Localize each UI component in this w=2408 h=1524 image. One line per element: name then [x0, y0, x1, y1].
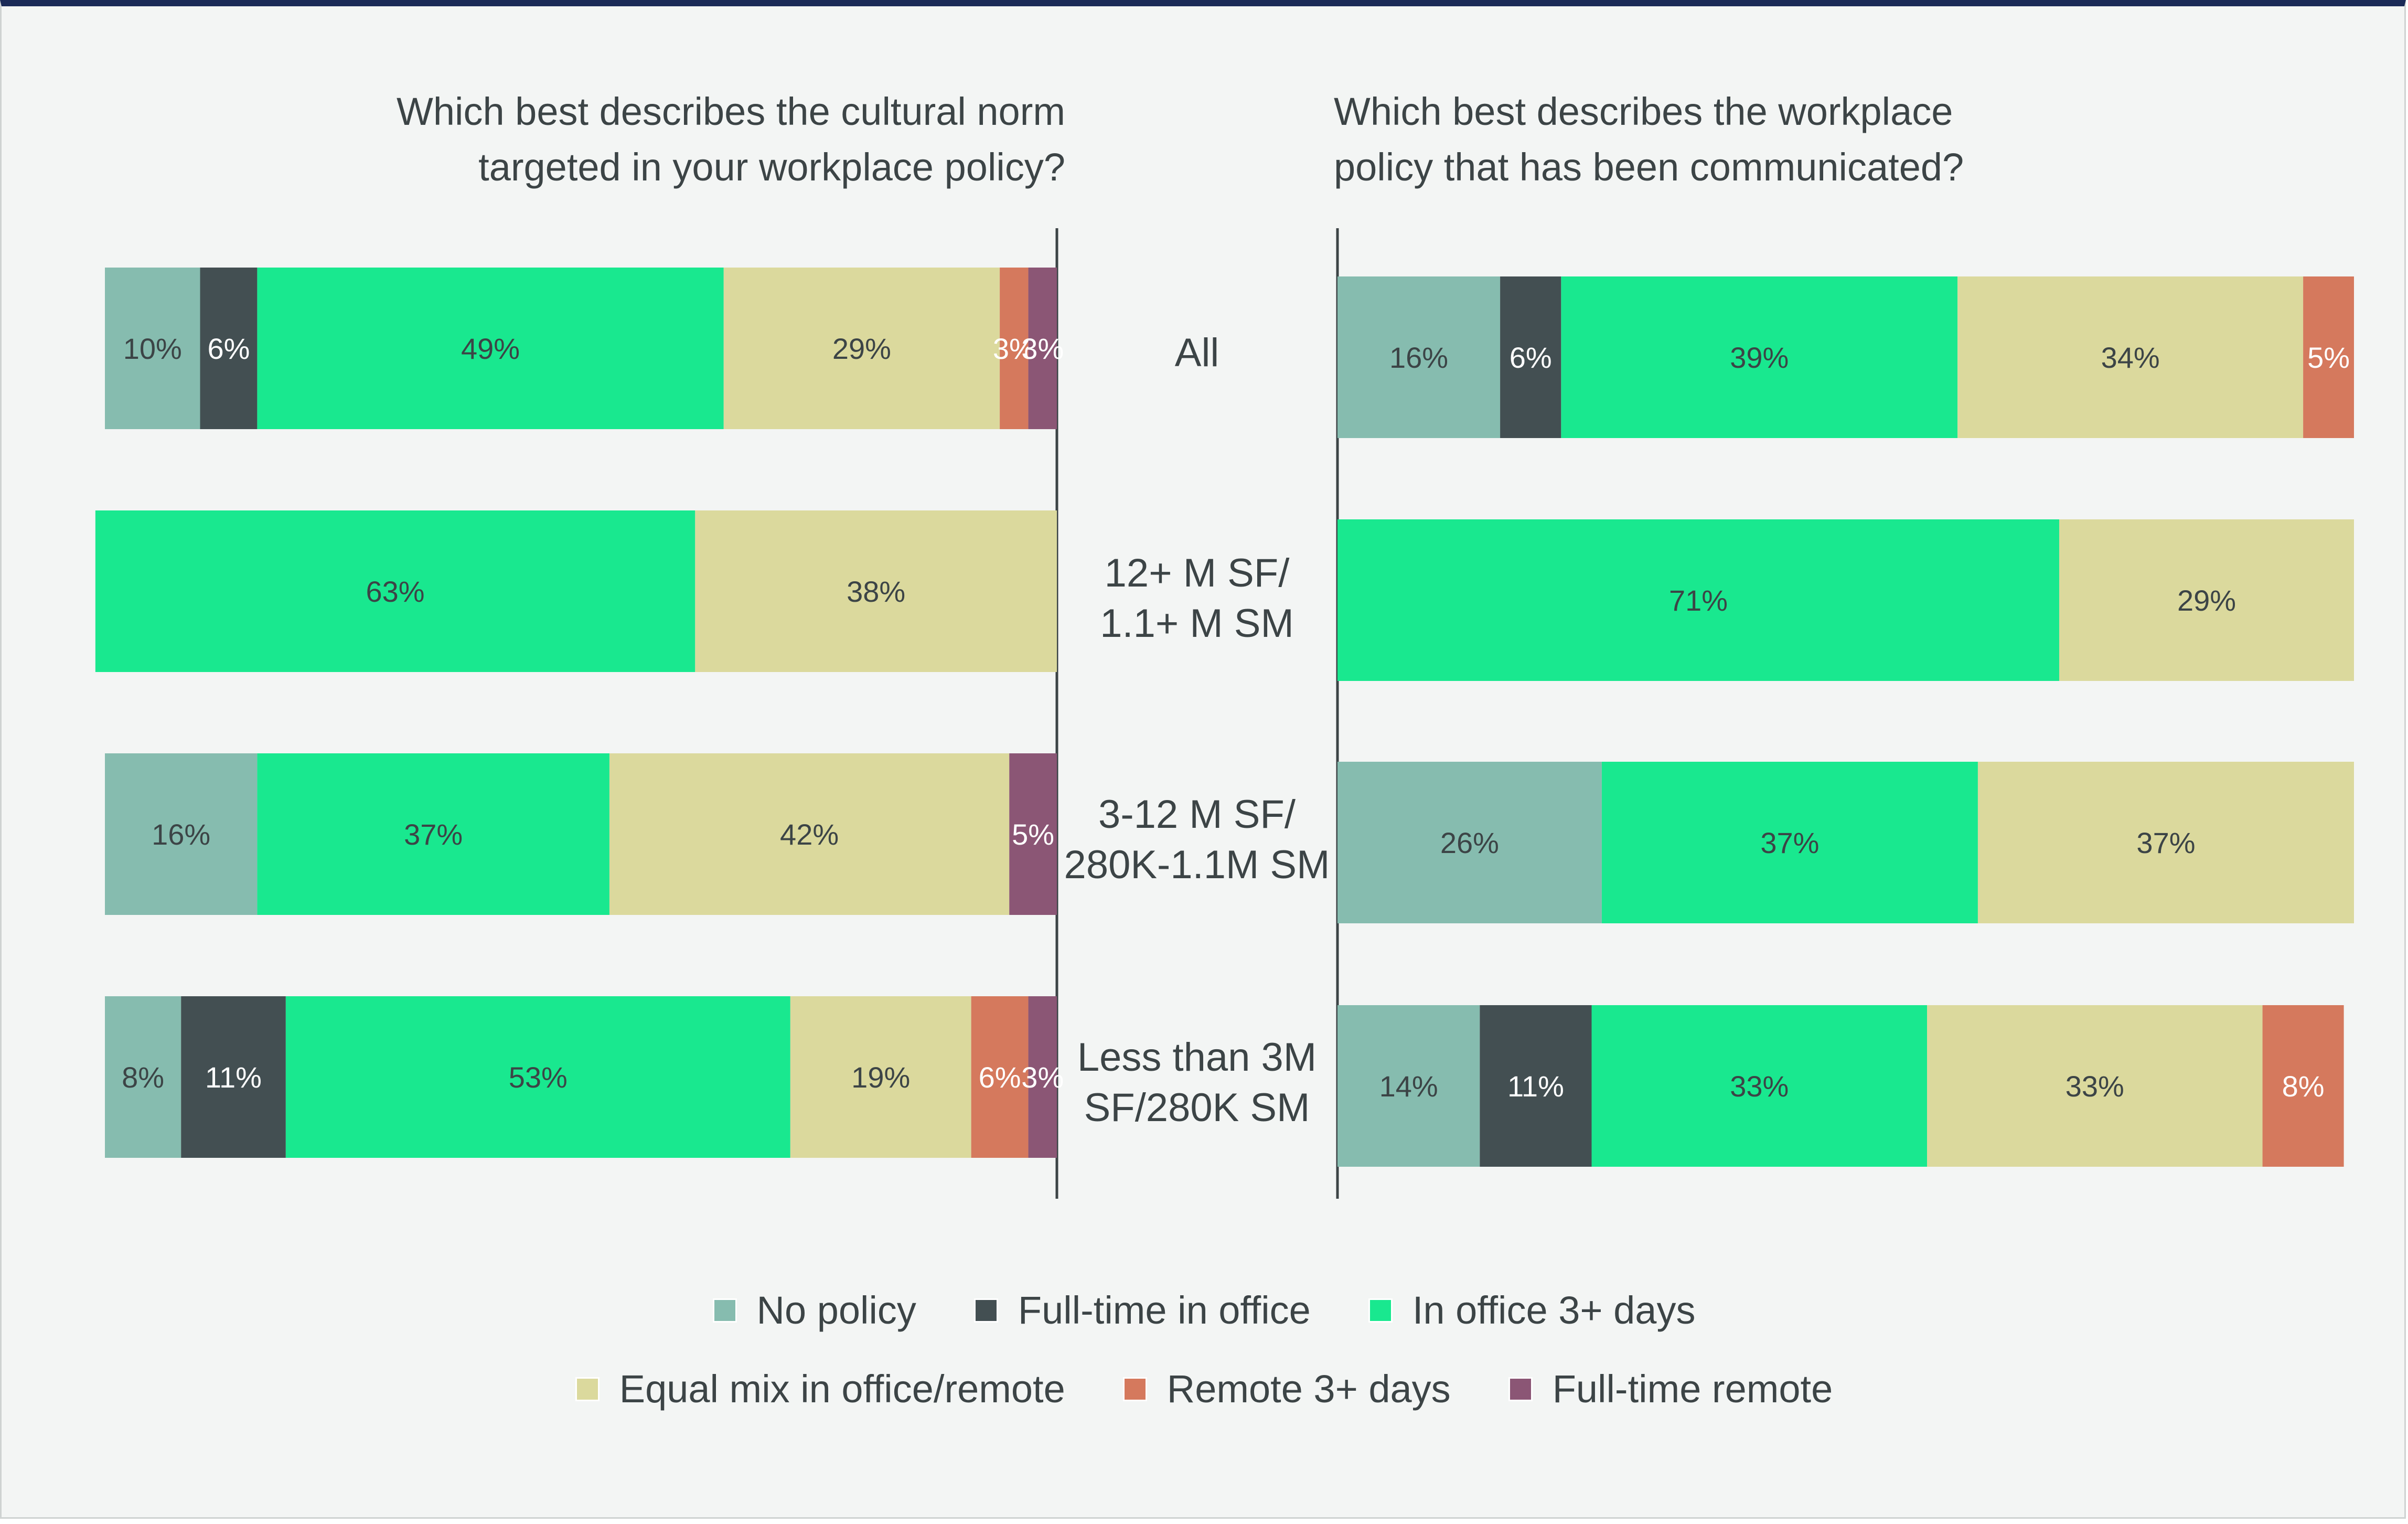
bar-segment-equal-mix-in-office-remote	[2059, 519, 2354, 681]
legend-item-full-time-in-office: Full-time in office	[973, 1288, 1311, 1333]
bar-segment-remote-3-days	[2303, 276, 2354, 438]
bar-segment-full-time-in-office	[181, 996, 286, 1158]
bar-segment-in-office-3-days	[257, 753, 609, 915]
data-label: 16%	[1389, 341, 1448, 374]
data-label: 49%	[461, 332, 520, 365]
bar-segment-remote-3-days	[1000, 268, 1029, 429]
bar-segment-equal-mix-in-office-remote	[1957, 276, 2304, 438]
data-label: 29%	[2177, 584, 2236, 617]
legend-row: Equal mix in office/remote Remote 3+ days…	[0, 1367, 2408, 1411]
data-label: 3%	[1021, 332, 1064, 365]
bar-segment-in-office-3-days	[1601, 762, 1978, 923]
category-label: Less than 3M SF/280K SM	[1077, 1035, 1317, 1130]
legend-item-equal-mix-in-office-remote: Equal mix in office/remote	[575, 1367, 1065, 1411]
bar-segment-equal-mix-in-office-remote	[790, 996, 971, 1158]
bar-segment-full-time-remote	[1009, 753, 1057, 915]
bar-segment-in-office-3-days	[1561, 276, 1958, 438]
legend-label: Equal mix in office/remote	[619, 1367, 1065, 1411]
legend-swatch	[1368, 1298, 1393, 1323]
bar-segment-equal-mix-in-office-remote	[1977, 762, 2354, 923]
data-label: 10%	[123, 332, 182, 365]
legend-swatch	[1122, 1377, 1147, 1401]
data-label: 3%	[1021, 1061, 1064, 1094]
legend-swatch	[973, 1298, 998, 1323]
data-label: 16%	[152, 818, 210, 851]
category-label: 12+ M SF/1.1+ M SM	[1100, 551, 1294, 646]
bar-segment-no-policy	[1337, 762, 1602, 923]
legend-item-full-time-remote: Full-time remote	[1508, 1367, 1833, 1411]
legend-label: Full-time in office	[1018, 1288, 1311, 1332]
bar-segment-in-office-3-days	[1337, 519, 2059, 681]
data-label: 29%	[832, 332, 891, 365]
legend-label: Full-time remote	[1552, 1367, 1833, 1411]
data-label: 42%	[780, 818, 839, 851]
data-label: 3%	[993, 332, 1035, 365]
data-label: 71%	[1669, 584, 1728, 617]
bar-segment-no-policy	[105, 753, 258, 915]
bar-segment-equal-mix-in-office-remote	[609, 753, 1010, 915]
data-label: 34%	[2101, 341, 2160, 374]
data-label: 8%	[122, 1061, 164, 1094]
bar-segment-in-office-3-days	[1591, 1005, 1928, 1167]
legend-item-no-policy: No policy	[712, 1288, 916, 1333]
legend-item-remote-3-days: Remote 3+ days	[1122, 1367, 1451, 1411]
data-label: 6%	[207, 332, 250, 365]
data-label: 6%	[1510, 341, 1552, 374]
bar-segment-full-time-remote	[1028, 268, 1057, 429]
data-label: 11%	[205, 1061, 262, 1094]
bar-segment-remote-3-days	[971, 996, 1029, 1158]
bar-segment-in-office-3-days	[285, 996, 790, 1158]
bar-segment-remote-3-days	[2262, 1005, 2344, 1167]
left-panel-title: Which best describes the cultural norm t…	[397, 90, 1065, 189]
legend-swatch	[712, 1298, 737, 1323]
data-label: 6%	[979, 1061, 1021, 1094]
bar-segment-equal-mix-in-office-remote	[1927, 1005, 2263, 1167]
category-label: All	[1175, 331, 1219, 375]
data-label: 37%	[2136, 826, 2195, 859]
legend-label: Remote 3+ days	[1166, 1367, 1451, 1411]
data-label: 14%	[1379, 1070, 1438, 1103]
bar-segment-in-office-3-days	[95, 510, 695, 672]
bar-segment-no-policy	[105, 268, 200, 429]
bar-segment-full-time-remote	[1028, 996, 1057, 1158]
data-label: 38%	[847, 575, 905, 608]
bar-segment-equal-mix-in-office-remote	[695, 510, 1057, 672]
legend-row: No policy Full-time in office In office 3+…	[0, 1288, 2408, 1333]
right-panel-title: Which best describes the workplace polic…	[1334, 90, 1964, 189]
data-label: 53%	[509, 1061, 568, 1094]
bar-segment-full-time-in-office	[1500, 276, 1561, 438]
bar-segment-full-time-in-office	[200, 268, 258, 429]
bar-segment-in-office-3-days	[257, 268, 724, 429]
data-label: 19%	[851, 1061, 910, 1094]
data-label: 39%	[1730, 341, 1789, 374]
data-label: 11%	[1507, 1070, 1564, 1103]
legend-item-in-office-3-days: In office 3+ days	[1368, 1288, 1696, 1333]
data-label: 5%	[2307, 341, 2350, 374]
category-label: 3-12 M SF/280K-1.1M SM	[1064, 792, 1330, 887]
data-label: 33%	[2065, 1070, 2124, 1103]
legend-label: No policy	[756, 1288, 916, 1332]
data-label: 5%	[1012, 818, 1054, 851]
bar-segment-equal-mix-in-office-remote	[723, 268, 1000, 429]
data-label: 63%	[366, 575, 425, 608]
bar-segment-no-policy	[105, 996, 181, 1158]
bar-segment-no-policy	[1337, 276, 1501, 438]
bar-segment-no-policy	[1337, 1005, 1480, 1167]
legend-label: In office 3+ days	[1412, 1288, 1696, 1332]
data-label: 37%	[404, 818, 463, 851]
legend-swatch	[1508, 1377, 1533, 1401]
bar-segment-full-time-in-office	[1480, 1005, 1592, 1167]
legend-swatch	[575, 1377, 600, 1401]
data-label: 26%	[1440, 826, 1499, 859]
data-label: 37%	[1760, 826, 1819, 859]
data-label: 8%	[2282, 1070, 2325, 1103]
data-label: 33%	[1730, 1070, 1789, 1103]
